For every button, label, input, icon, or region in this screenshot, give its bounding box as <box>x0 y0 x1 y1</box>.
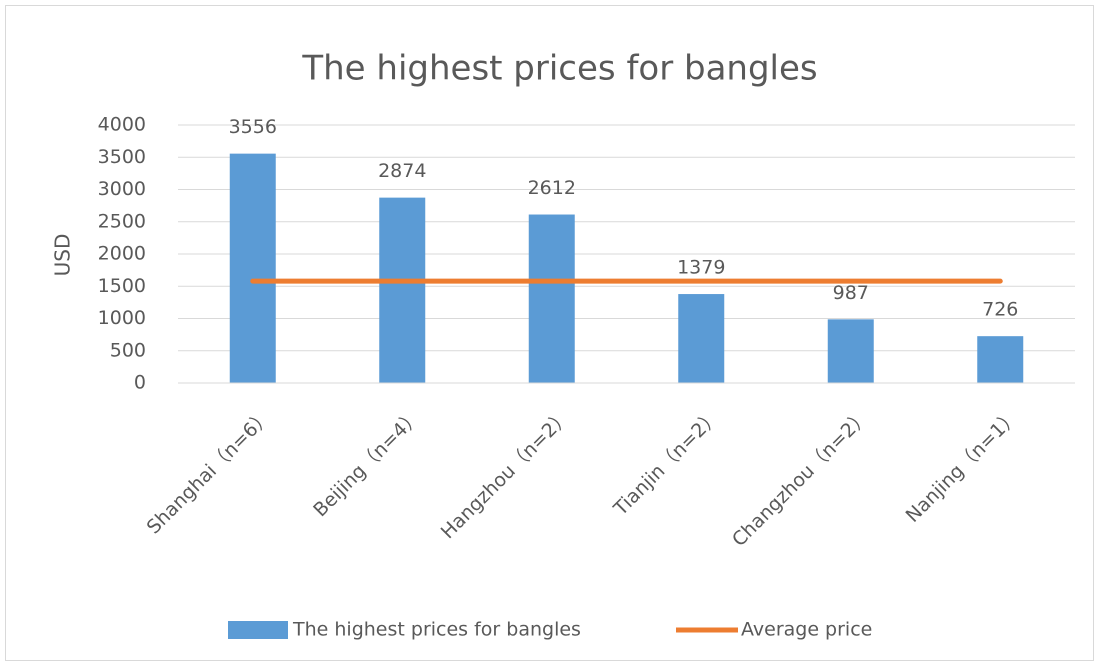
data-label: 3556 <box>229 116 277 138</box>
y-tick-label: 1000 <box>98 307 146 329</box>
y-tick-label: 0 <box>134 372 146 394</box>
y-tick-label: 4000 <box>98 114 146 136</box>
y-tick-label: 3000 <box>98 178 146 200</box>
y-tick-label: 3500 <box>98 146 146 168</box>
legend-label: The highest prices for bangles <box>292 619 581 641</box>
data-label: 1379 <box>677 257 725 279</box>
data-label: 2612 <box>528 177 576 199</box>
bar <box>977 336 1024 383</box>
data-label: 987 <box>833 282 869 304</box>
y-tick-label: 2000 <box>98 243 146 265</box>
y-tick-label: 2500 <box>98 210 146 232</box>
data-label: 726 <box>982 299 1018 321</box>
data-label: 2874 <box>378 160 426 182</box>
bar <box>827 319 874 383</box>
bar <box>678 294 725 383</box>
legend-swatch <box>228 621 288 639</box>
chart-title: The highest prices for bangles <box>301 49 817 89</box>
y-tick-label: 1500 <box>98 275 146 297</box>
y-tick-label: 500 <box>110 339 146 361</box>
bar <box>379 197 426 383</box>
bar <box>528 214 575 383</box>
bar <box>229 153 276 383</box>
legend-label: Average price <box>741 619 872 641</box>
y-axis-label: USD <box>51 234 75 277</box>
